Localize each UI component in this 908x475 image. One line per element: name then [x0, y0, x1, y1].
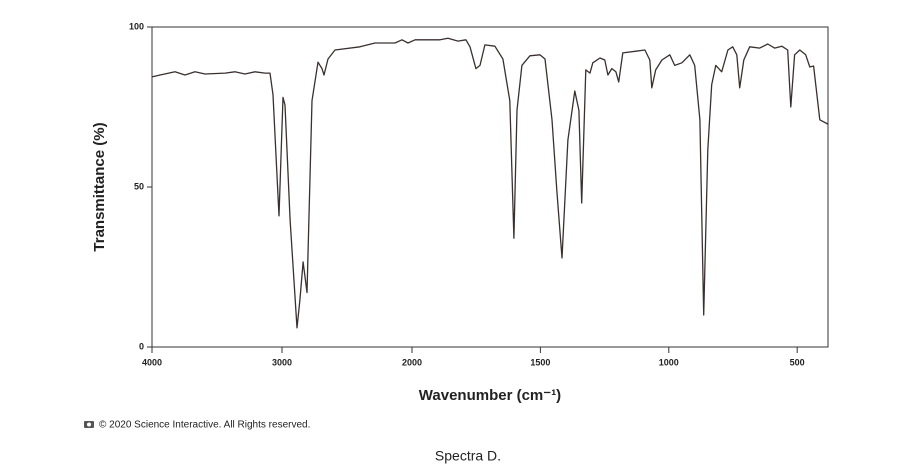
x-axis-label: Wavenumber (cm⁻¹): [419, 387, 561, 404]
y-tick-label: 100: [129, 21, 144, 31]
x-tick-label: 1000: [659, 357, 679, 367]
x-tick-label: 3000: [272, 357, 292, 367]
y-tick-label: 0: [139, 341, 144, 351]
caption: Spectra D.: [435, 448, 501, 464]
x-tick-label: 1500: [530, 357, 550, 367]
spectrum-line: [151, 37, 829, 329]
plot-frame: [151, 26, 829, 348]
x-tick-label: 4000: [142, 357, 162, 367]
y-axis-label: Transmittance (%): [91, 122, 108, 251]
x-tick-label: 2000: [402, 357, 422, 367]
copyright: © 2020 Science Interactive. All Rights r…: [99, 420, 310, 431]
camera-icon: [84, 421, 94, 428]
x-tick-label: 500: [790, 357, 805, 367]
y-tick-label: 50: [134, 181, 144, 191]
